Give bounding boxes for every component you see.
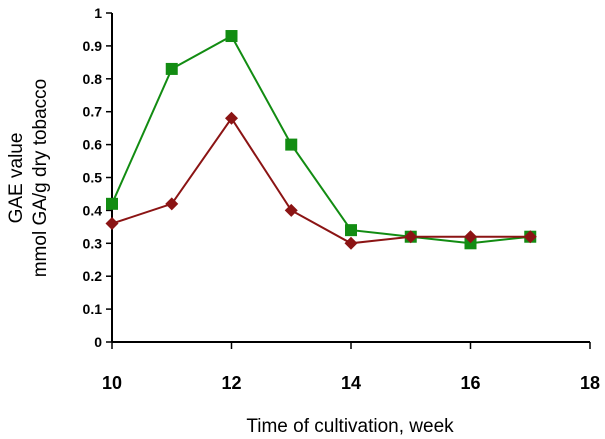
series-1 xyxy=(106,30,537,250)
series-2 xyxy=(105,111,537,250)
y-tick-label: 0.2 xyxy=(83,268,103,284)
square-data-point xyxy=(106,197,118,210)
x-axis: 10 12 14 16 18 xyxy=(102,341,600,393)
y-tick-label: 0.4 xyxy=(83,202,103,218)
diamond-data-point xyxy=(344,236,358,250)
series-1-line xyxy=(111,34,531,245)
diamond-data-point xyxy=(404,230,418,244)
y-axis-title-line-1: GAE value xyxy=(6,133,27,224)
y-tick-label: 1 xyxy=(94,5,102,21)
y-tick-group: 0 0.1 0.2 0.3 0.4 0.5 0.6 0.7 0.8 0.9 1 xyxy=(83,5,112,350)
x-tick-label: 12 xyxy=(221,373,241,393)
y-tick-label: 0.5 xyxy=(83,170,103,186)
y-tick-label: 0.9 xyxy=(83,38,103,54)
y-tick-label: 0.1 xyxy=(83,301,103,317)
diamond-data-point xyxy=(284,203,298,217)
x-axis-title: Time of cultivation, week xyxy=(246,416,454,437)
square-data-point xyxy=(464,237,477,250)
x-tick-label: 18 xyxy=(580,373,600,393)
y-axis: 0 0.1 0.2 0.3 0.4 0.5 0.6 0.7 0.8 0.9 1 xyxy=(83,5,113,350)
diamond-data-point xyxy=(165,197,179,211)
square-data-point xyxy=(165,62,178,75)
diamond-data-point xyxy=(523,230,537,244)
y-tick-label: 0.3 xyxy=(83,235,103,251)
series-2-line xyxy=(111,116,531,245)
diamond-data-point xyxy=(105,217,119,231)
diamond-data-point xyxy=(464,230,477,244)
y-tick-label: 0 xyxy=(94,334,102,350)
x-tick-label: 16 xyxy=(460,373,480,393)
x-tick-label: 10 xyxy=(102,373,122,393)
series-layer xyxy=(105,30,537,250)
x-tick-group: 10 12 14 16 18 xyxy=(102,342,600,393)
square-data-point xyxy=(345,224,357,237)
square-data-point xyxy=(225,30,238,43)
diamond-data-point xyxy=(225,111,238,125)
y-axis-title-line-2: mmol GA/g dry tobacco xyxy=(30,79,51,278)
y-tick-label: 0.7 xyxy=(83,104,103,120)
y-tick-label: 0.8 xyxy=(83,71,103,87)
x-tick-label: 14 xyxy=(341,373,361,393)
y-tick-label: 0.6 xyxy=(83,137,103,153)
square-data-point xyxy=(285,138,298,151)
